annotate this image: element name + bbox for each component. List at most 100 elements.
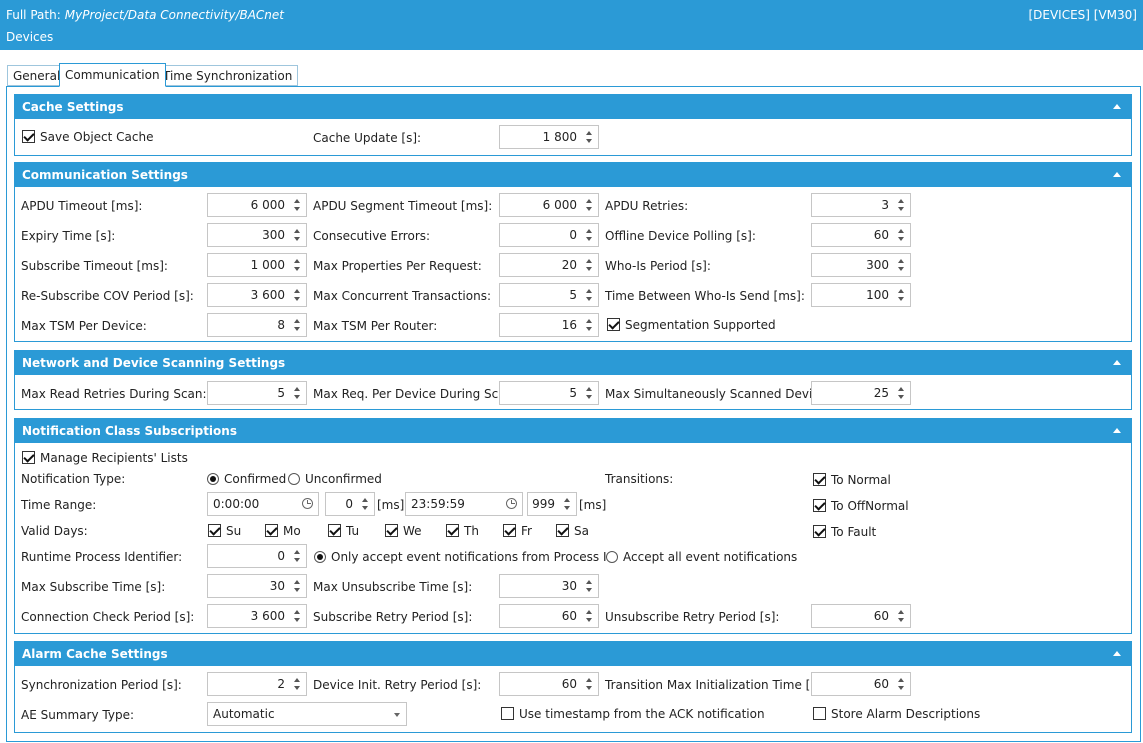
unconfirmed-radio[interactable]: Unconfirmed [288,471,382,487]
day-su-checkbox[interactable]: Su [208,523,241,539]
spinner-arrows-icon[interactable] [897,226,906,244]
subscribe-retry-spinner[interactable]: 60 [499,604,599,628]
spinner-arrows-icon[interactable] [361,495,370,513]
apdu-retries-spinner[interactable]: 3 [811,193,911,217]
apdu-segment-timeout-spinner[interactable]: 6 000 [499,193,599,217]
whois-period-spinner[interactable]: 300 [811,253,911,277]
runtime-process-spinner[interactable]: 0 [207,544,307,568]
spinner-arrows-icon[interactable] [897,675,906,693]
offline-device-polling-spinner[interactable]: 60 [811,223,911,247]
spinner-arrows-icon[interactable] [293,547,302,565]
spinner-arrows-icon[interactable] [897,286,906,304]
segmentation-supported-checkbox[interactable]: Segmentation Supported [607,317,776,333]
spinner-arrows-icon[interactable] [585,256,594,274]
max-tsm-device-spinner[interactable]: 8 [207,313,307,337]
day-mo-checkbox[interactable]: Mo [265,523,301,539]
spinner-arrows-icon[interactable] [897,256,906,274]
subscribe-timeout-label: Subscribe Timeout [ms]: [21,259,168,273]
ae-summary-type-select[interactable]: Automatic [207,702,407,726]
spinner-value: 3 600 [250,288,285,302]
spinner-arrows-icon[interactable] [563,495,572,513]
spinner-arrows-icon[interactable] [585,607,594,625]
section-title: Notification Class Subscriptions [22,424,237,438]
unsubscribe-retry-spinner[interactable]: 60 [811,604,911,628]
collapse-icon[interactable] [1113,428,1121,433]
use-timestamp-checkbox[interactable]: Use timestamp from the ACK notification [501,706,765,722]
ms-to-spinner[interactable]: 999 [527,492,577,516]
max-concurrent-spinner[interactable]: 5 [499,283,599,307]
spinner-arrows-icon[interactable] [585,196,594,214]
tab-communication[interactable]: Communication [59,63,166,87]
manage-recipients-checkbox[interactable]: Manage Recipients' Lists [22,450,188,466]
checkbox-box [503,524,516,537]
store-alarm-descriptions-checkbox[interactable]: Store Alarm Descriptions [813,706,980,722]
spinner-arrows-icon[interactable] [293,286,302,304]
to-fault-checkbox[interactable]: To Fault [813,524,876,540]
clock-icon[interactable] [506,498,517,509]
time-from-picker[interactable]: 0:00:00 [207,492,319,516]
max-unsubscribe-time-spinner[interactable]: 30 [499,574,599,598]
connection-check-spinner[interactable]: 3 600 [207,604,307,628]
spinner-arrows-icon[interactable] [897,196,906,214]
ms-to-unit: [ms] [579,498,607,512]
alarm-cache-settings-section: Alarm Cache Settings Synchronization Per… [14,641,1132,733]
resubscribe-cov-spinner[interactable]: 3 600 [207,283,307,307]
max-subscribe-time-spinner[interactable]: 30 [207,574,307,598]
spinner-arrows-icon[interactable] [293,316,302,334]
accept-all-radio[interactable]: Accept all event notifications [606,549,797,565]
max-simultaneous-scanned-spinner[interactable]: 25 [811,381,911,405]
to-normal-checkbox[interactable]: To Normal [813,472,891,488]
offline-device-polling-label: Offline Device Polling [s]: [605,229,756,243]
max-tsm-router-label: Max TSM Per Router: [313,319,438,333]
spinner-arrows-icon[interactable] [293,384,302,402]
spinner-arrows-icon[interactable] [293,256,302,274]
device-init-retry-spinner[interactable]: 60 [499,672,599,696]
tab-time-synchronization[interactable]: Time Synchronization [157,65,299,86]
spinner-arrows-icon[interactable] [585,286,594,304]
spinner-arrows-icon[interactable] [585,316,594,334]
day-we-checkbox[interactable]: We [385,523,422,539]
time-between-whois-spinner[interactable]: 100 [811,283,911,307]
spinner-arrows-icon[interactable] [293,226,302,244]
max-read-retries-spinner[interactable]: 5 [207,381,307,405]
collapse-icon[interactable] [1113,104,1121,109]
max-tsm-router-spinner[interactable]: 16 [499,313,599,337]
max-req-per-device-spinner[interactable]: 5 [499,381,599,405]
confirmed-radio[interactable]: Confirmed [207,471,286,487]
day-tu-checkbox[interactable]: Tu [328,523,359,539]
day-fr-checkbox[interactable]: Fr [503,523,532,539]
spinner-arrows-icon[interactable] [897,607,906,625]
only-accept-radio[interactable]: Only accept event notifications from Pro… [314,549,614,565]
spinner-arrows-icon[interactable] [585,384,594,402]
expiry-time-spinner[interactable]: 300 [207,223,307,247]
max-properties-spinner[interactable]: 20 [499,253,599,277]
tab-general[interactable]: General [7,65,67,86]
spinner-arrows-icon[interactable] [897,384,906,402]
spinner-arrows-icon[interactable] [293,675,302,693]
ms-from-spinner[interactable]: 0 [325,492,375,516]
day-th-checkbox[interactable]: Th [446,523,479,539]
cache-update-spinner[interactable]: 1 800 [499,125,599,149]
collapse-icon[interactable] [1113,172,1121,177]
time-to-picker[interactable]: 23:59:59 [405,492,523,516]
spinner-arrows-icon[interactable] [585,226,594,244]
save-object-cache-checkbox[interactable]: Save Object Cache [22,129,153,145]
synchronization-period-spinner[interactable]: 2 [207,672,307,696]
collapse-icon[interactable] [1113,360,1121,365]
consecutive-errors-spinner[interactable]: 0 [499,223,599,247]
spinner-arrows-icon[interactable] [293,577,302,595]
collapse-icon[interactable] [1113,651,1121,656]
to-offnormal-checkbox[interactable]: To OffNormal [813,498,909,514]
spinner-arrows-icon[interactable] [585,577,594,595]
radio-dot [207,473,219,485]
spinner-arrows-icon[interactable] [293,196,302,214]
clock-icon[interactable] [302,498,313,509]
spinner-value: 60 [873,609,889,623]
apdu-timeout-spinner[interactable]: 6 000 [207,193,307,217]
spinner-arrows-icon[interactable] [585,128,594,146]
day-sa-checkbox[interactable]: Sa [556,523,589,539]
subscribe-timeout-spinner[interactable]: 1 000 [207,253,307,277]
transition-max-init-spinner[interactable]: 60 [811,672,911,696]
spinner-arrows-icon[interactable] [293,607,302,625]
spinner-arrows-icon[interactable] [585,675,594,693]
